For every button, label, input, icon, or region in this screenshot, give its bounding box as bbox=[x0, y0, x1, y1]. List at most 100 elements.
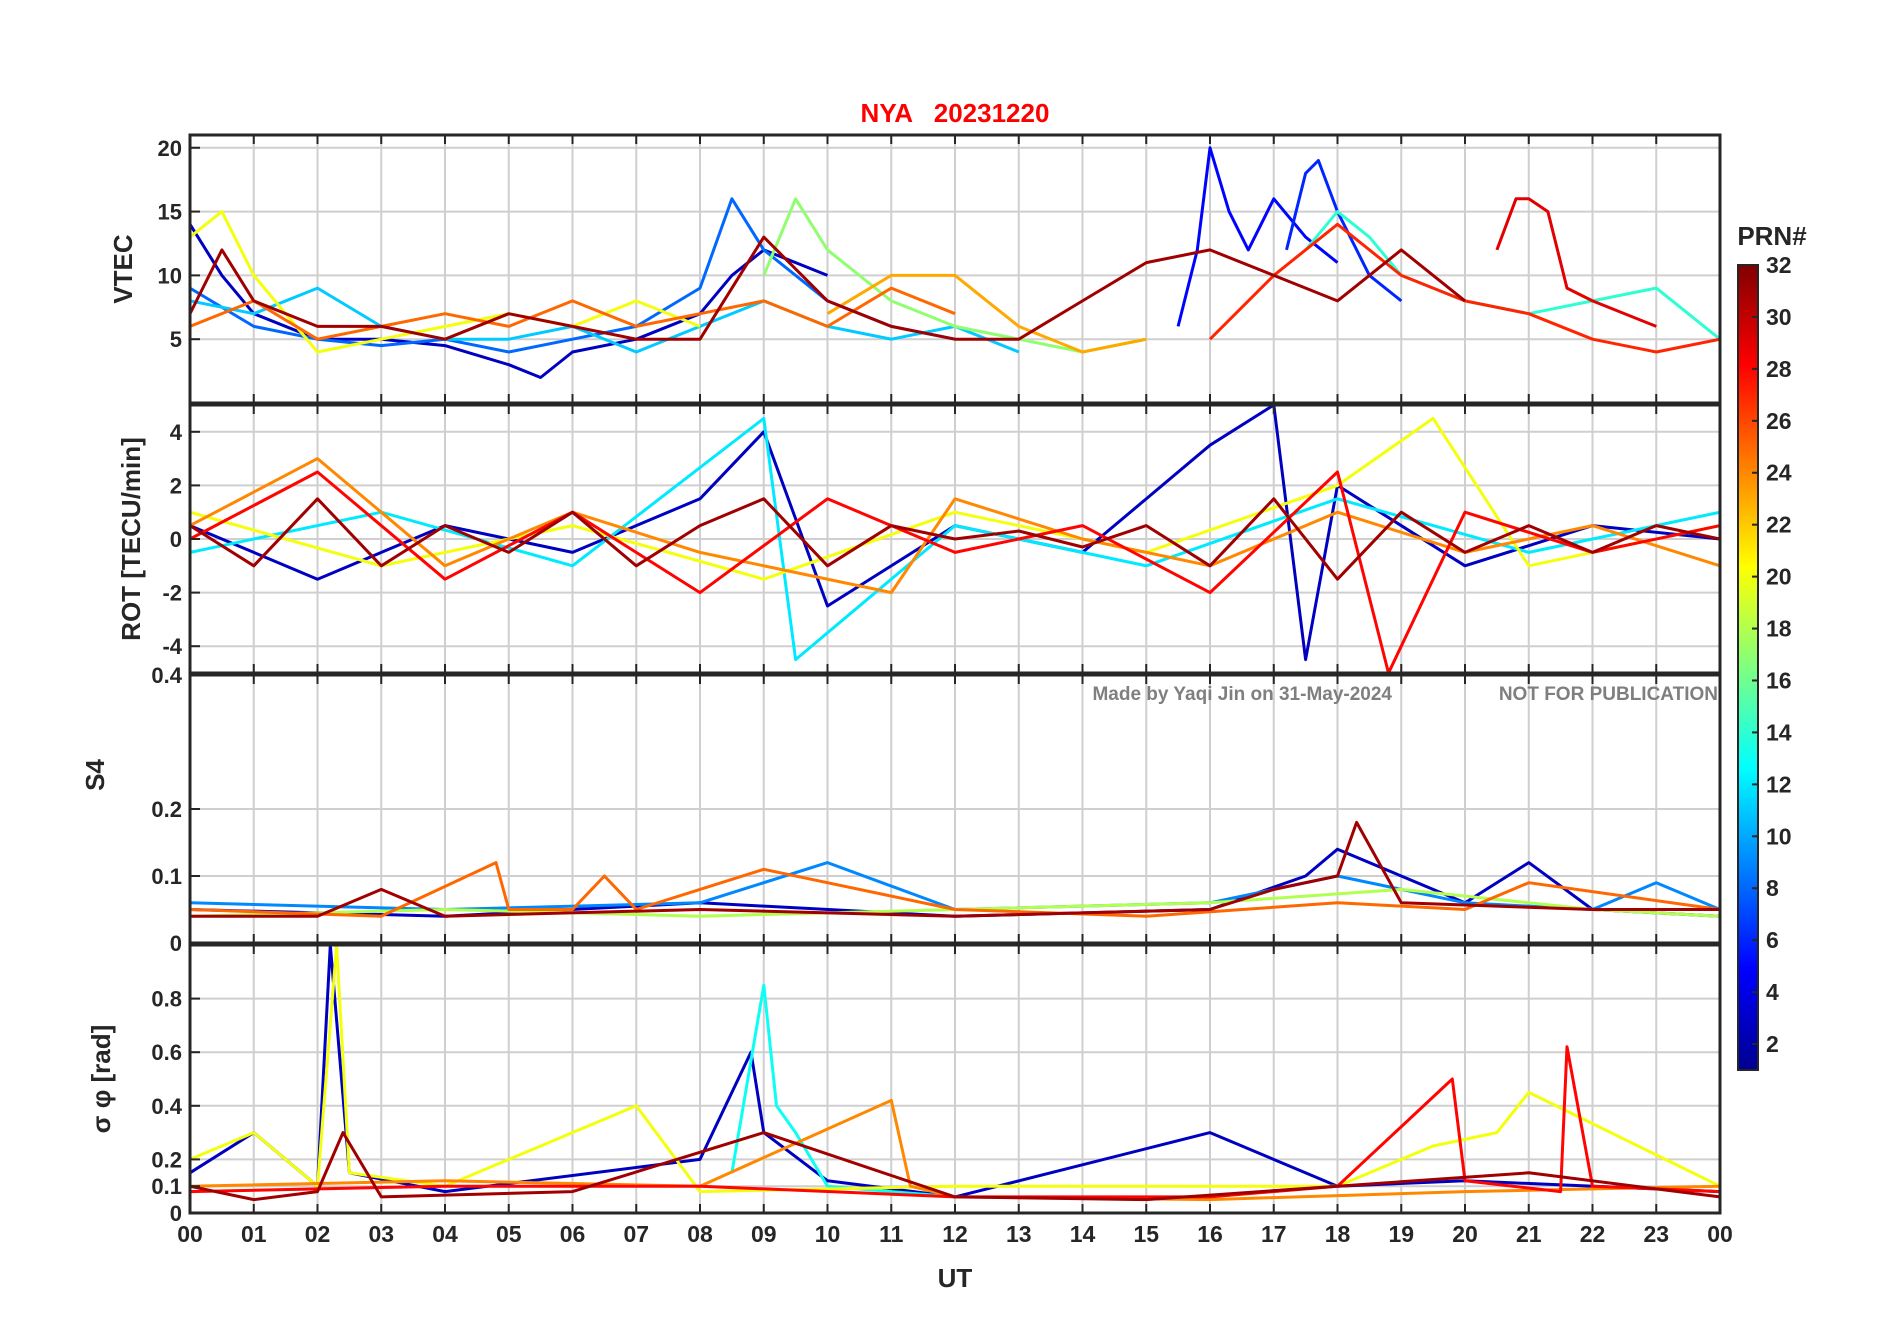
sigma-series-group bbox=[190, 945, 1720, 1202]
colorbar-tick-label: 30 bbox=[1766, 304, 1792, 330]
vtec-y-tick-label: 15 bbox=[158, 200, 182, 225]
vtec-series-prn-17 bbox=[762, 197, 1147, 354]
colorbar-tick-label: 28 bbox=[1766, 356, 1792, 382]
vtec-ylabel: VTEC bbox=[108, 234, 138, 304]
x-tick-label: 09 bbox=[751, 1221, 777, 1247]
x-tick-label: 13 bbox=[1006, 1221, 1032, 1247]
sigma-y-tick-label: 0.2 bbox=[151, 1147, 182, 1172]
x-tick-label: 06 bbox=[560, 1221, 586, 1247]
x-tick-label: 22 bbox=[1580, 1221, 1606, 1247]
sigma-phi-panel: 00.10.2 0.4 0.6 0.8 σ φ [rad] bbox=[86, 943, 1722, 1226]
x-tick-label: 02 bbox=[305, 1221, 331, 1247]
rot-y-tick-label: -4 bbox=[162, 634, 182, 659]
s4-y-tick-label: 0.1 bbox=[151, 864, 182, 889]
sigma-series-prn-24 bbox=[190, 1098, 1720, 1202]
x-tick-label: 23 bbox=[1643, 1221, 1669, 1247]
colorbar-tick-label: 24 bbox=[1766, 460, 1792, 486]
colorbar-tick-label: 12 bbox=[1766, 771, 1792, 797]
sigma-y-tick-label: 0.8 bbox=[151, 987, 182, 1012]
x-tick-label: 16 bbox=[1197, 1221, 1223, 1247]
x-tick-label: 15 bbox=[1133, 1221, 1159, 1247]
colorbar-tick-label: 22 bbox=[1766, 512, 1792, 538]
x-tick-label: 17 bbox=[1261, 1221, 1287, 1247]
rot-series-prn-28 bbox=[190, 470, 1720, 673]
x-tick-label: 14 bbox=[1070, 1221, 1096, 1247]
x-tick-label: 18 bbox=[1325, 1221, 1351, 1247]
sigma-y-ticks: 00.10.2 0.4 0.6 0.8 bbox=[151, 945, 1721, 1226]
vtec-series-prn-11 bbox=[190, 286, 1020, 354]
colorbar-tick-label: 10 bbox=[1766, 823, 1792, 849]
colorbar-tick-label: 32 bbox=[1766, 252, 1792, 278]
vtec-grid bbox=[189, 135, 1721, 403]
colorbar-tick-label: 14 bbox=[1766, 719, 1792, 745]
s4-y-ticks: 0 0.1 0.2 0.4 bbox=[151, 663, 1721, 956]
x-tick-label: 10 bbox=[815, 1221, 841, 1247]
colorbar bbox=[1737, 264, 1759, 1071]
x-tick-label: 20 bbox=[1452, 1221, 1478, 1247]
x-tick-label: 19 bbox=[1388, 1221, 1414, 1247]
x-axis-ticks: 00 01 02 03 04 05 06 07 08 09 10 11 12 13 14 15 16 17 18 19… bbox=[177, 1221, 1733, 1247]
x-tick-label: 00 bbox=[177, 1221, 203, 1247]
colorbar-label: PRN# bbox=[1737, 221, 1807, 251]
vtec-series-prn-3 bbox=[190, 223, 829, 379]
rot-series-group bbox=[190, 405, 1720, 673]
s4-series-prn-25 bbox=[190, 861, 1720, 918]
vtec-series-prn-25 bbox=[190, 286, 956, 341]
vtec-series-group bbox=[190, 146, 1720, 379]
sigma-series-prn-20 bbox=[190, 945, 1720, 1194]
rot-series-prn-31 bbox=[190, 497, 1720, 581]
vtec-series-prn-5 bbox=[1176, 146, 1339, 327]
s4-series-group bbox=[190, 820, 1720, 918]
colorbar-tick-label: 8 bbox=[1766, 875, 1779, 901]
colorbar-tick-label: 2 bbox=[1766, 1031, 1779, 1057]
rot-y-tick-label: 2 bbox=[170, 473, 182, 498]
x-tick-label: 03 bbox=[368, 1221, 394, 1247]
sigma-y-tick-label: 0.6 bbox=[151, 1040, 182, 1065]
rot-ylabel: ROT [TECU/min] bbox=[116, 437, 146, 641]
x-axis-label: UT bbox=[938, 1263, 973, 1293]
colorbar-tick-label: 4 bbox=[1766, 979, 1779, 1005]
sigma-y-tick-label: 0 bbox=[170, 1201, 182, 1226]
sigma-y-tick-label: 0.4 bbox=[151, 1094, 182, 1119]
x-tick-label: 07 bbox=[623, 1221, 649, 1247]
vtec-y-ticks: 5 10 15 20 bbox=[158, 135, 1721, 403]
s4-y-tick-label: 0.2 bbox=[151, 797, 182, 822]
vtec-series-prn-6 bbox=[1285, 159, 1403, 303]
vtec-series-prn-31 bbox=[190, 235, 1466, 341]
colorbar-tick-label: 20 bbox=[1766, 564, 1792, 590]
figure-title: NYA 20231220 bbox=[861, 98, 1050, 128]
sigma-series-prn-31 bbox=[190, 1131, 1720, 1202]
s4-y-tick-label: 0 bbox=[170, 931, 182, 956]
watermark-author: Made by Yaqi Jin on 31-May-2024 bbox=[1092, 684, 1392, 705]
s4-series-prn-3 bbox=[190, 847, 1720, 918]
x-tick-label: 12 bbox=[942, 1221, 968, 1247]
s4-series-prn-18 bbox=[190, 887, 1720, 918]
x-tick-label: 05 bbox=[496, 1221, 522, 1247]
rot-y-tick-label: 0 bbox=[170, 527, 182, 552]
x-tick-label: 21 bbox=[1516, 1221, 1542, 1247]
colorbar-tick-label: 26 bbox=[1766, 408, 1792, 434]
x-tick-label: 04 bbox=[432, 1221, 458, 1247]
rot-y-tick-label: 4 bbox=[170, 420, 183, 445]
vtec-panel: 5 10 15 20 VTEC bbox=[108, 133, 1722, 405]
sigma-series-prn-3 bbox=[190, 945, 1720, 1199]
sigma-ylabel: σ φ [rad] bbox=[86, 1025, 116, 1134]
vtec-y-tick-label: 20 bbox=[158, 136, 182, 161]
s4-y-tick-label: 0.4 bbox=[151, 663, 182, 688]
s4-ylabel: S4 bbox=[80, 759, 110, 791]
x-tick-label: 11 bbox=[879, 1221, 904, 1247]
x-tick-label: 08 bbox=[687, 1221, 713, 1247]
vtec-y-tick-label: 10 bbox=[158, 263, 182, 288]
vtec-y-tick-label: 5 bbox=[170, 327, 182, 352]
sigma-series-prn-28 bbox=[190, 1045, 1720, 1199]
sigma-series-prn-13 bbox=[730, 983, 956, 1199]
vtec-series-prn-23 bbox=[826, 273, 1147, 354]
colorbar-tick-label: 16 bbox=[1766, 667, 1792, 693]
rot-y-ticks: -4 -2 0 2 4 bbox=[162, 405, 1721, 673]
rot-panel: -4 -2 0 2 4 ROT [TECU/min] bbox=[116, 403, 1722, 675]
vtec-series-prn-29 bbox=[1495, 197, 1657, 328]
s4-series-prn-31 bbox=[190, 820, 1720, 918]
sigma-y-tick-label: 0.1 bbox=[151, 1174, 182, 1199]
